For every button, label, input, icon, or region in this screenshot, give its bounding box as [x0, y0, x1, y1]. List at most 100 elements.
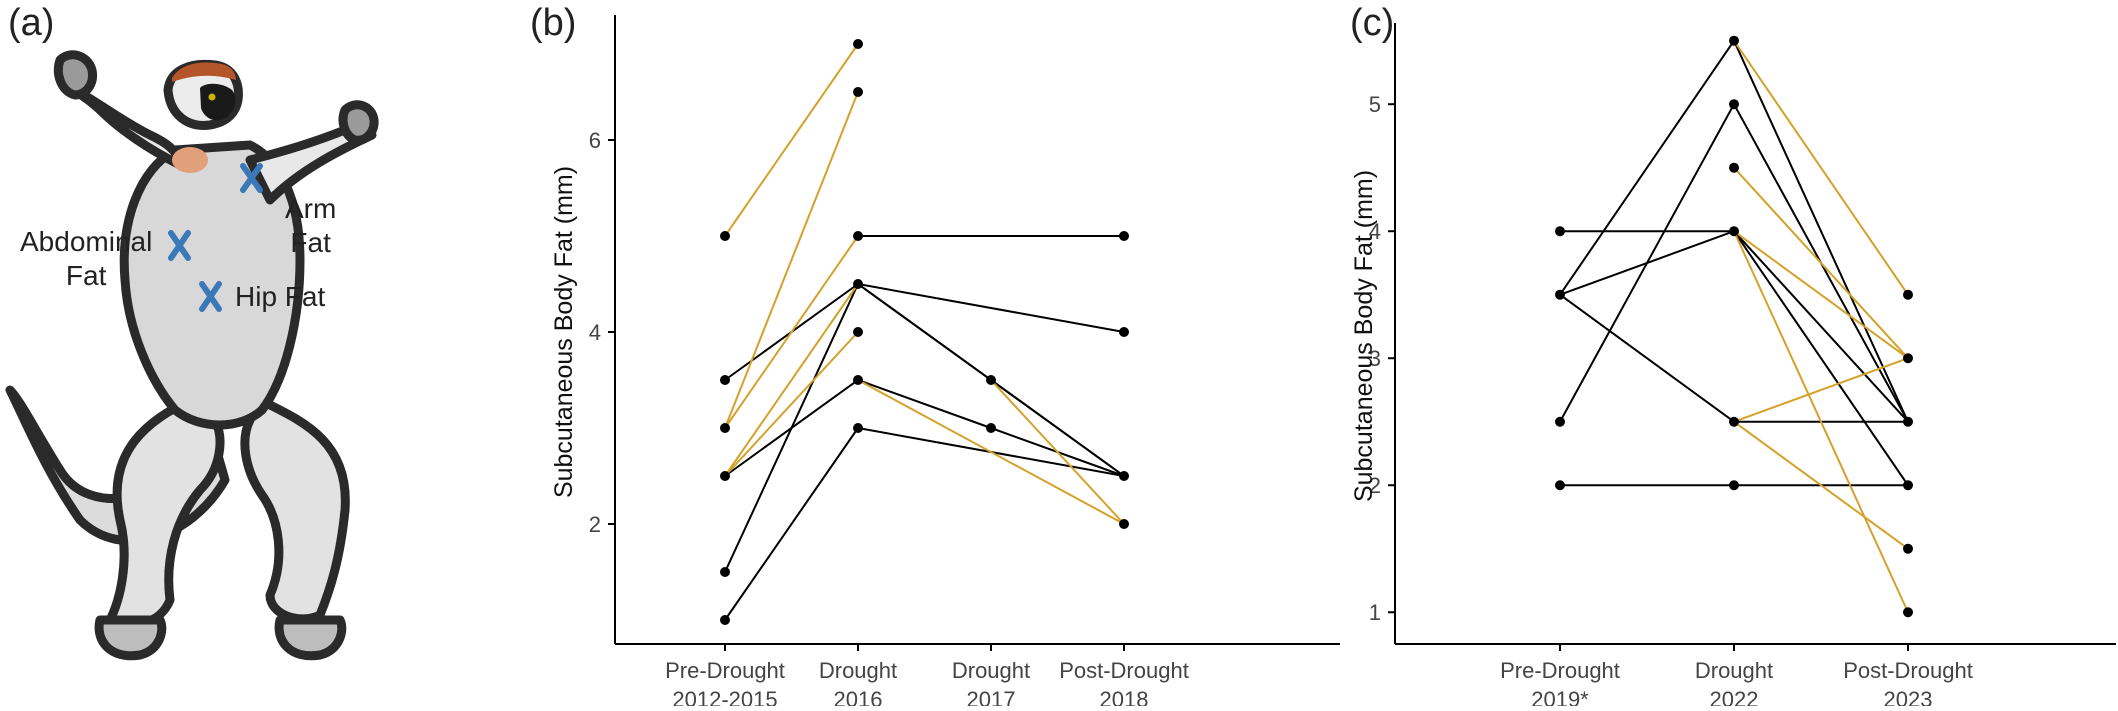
chest-spot: [172, 147, 208, 173]
abdominal-fat-label: Abdominal Fat: [20, 226, 153, 291]
y-tick-label: 1: [1369, 600, 1381, 625]
lemur-eye: [208, 93, 216, 101]
series-line-segment: [724, 91, 859, 429]
data-point: [720, 567, 730, 577]
y-tick-label: 2: [589, 512, 601, 537]
series-line-segment: [857, 283, 1125, 333]
data-point: [986, 423, 996, 433]
y-tick-label: 4: [1369, 219, 1381, 244]
panel-c-letter: (c): [1350, 2, 1395, 44]
lemur-crown: [172, 62, 236, 82]
data-point: [720, 375, 730, 385]
series-line-segment: [724, 283, 859, 477]
series-line-segment: [724, 235, 859, 429]
series-line-segment: [724, 427, 859, 621]
series-line-segment: [1733, 230, 1909, 613]
y-tick-label: 4: [589, 320, 601, 345]
series-line-segment: [1733, 230, 1909, 360]
arm-fat-marker: [240, 163, 263, 193]
lemur-face: [200, 83, 236, 121]
lemur-left-arm: [70, 85, 185, 170]
x-tick-label: Drought 2017: [952, 658, 1030, 706]
chart-b-svg: 2 4 6 Pre-Drought 2012-2015 Drought 2016 Drough…: [550, 15, 1340, 711]
data-point: [1555, 226, 1565, 237]
lemur-right-foot: [274, 615, 347, 661]
data-point: [720, 615, 730, 625]
chart-c-svg: 1 2 3 4 5 Pre-Drought 2019* Drought 2022 Post-Dro…: [1350, 23, 2116, 711]
data-point: [720, 423, 730, 433]
lemur-illustration: [5, 50, 379, 661]
lemur-body: [119, 140, 305, 430]
y-tick-label: 3: [1369, 346, 1381, 371]
series-line-segment: [1559, 293, 1735, 423]
series-line-segment: [990, 379, 1125, 477]
y-tick-label: 5: [1369, 92, 1381, 117]
series-line-segment: [1559, 40, 1735, 296]
series-line-segment: [724, 379, 859, 477]
panel-b-letter: (b): [530, 2, 577, 44]
data-point: [1903, 289, 1913, 300]
series-line-segment: [724, 331, 859, 477]
x-tick-label: Drought 2016: [819, 658, 897, 706]
series-line-segment: [1733, 40, 1909, 423]
arm-fat-label: Arm Fat: [285, 193, 337, 258]
series-line-segment: [857, 379, 1125, 525]
x-tick-label: Pre-Drought 2012-2015: [665, 658, 785, 706]
data-point: [1119, 471, 1129, 481]
series-line-segment: [1733, 230, 1909, 423]
x-tick-label: Drought 2022: [1695, 658, 1773, 706]
series-line-segment: [1733, 167, 1909, 359]
series-line-segment: [990, 379, 1125, 525]
data-point: [1555, 480, 1565, 491]
data-point: [853, 423, 863, 433]
data-point: [1729, 162, 1739, 173]
data-point: [1729, 226, 1739, 237]
data-point: [1903, 480, 1913, 491]
data-point: [853, 39, 863, 49]
y-axis-label: Subcutaneous Body Fat (mm): [1350, 170, 1378, 502]
lemur-illustration-panel: (a): [0, 0, 530, 706]
data-point: [1555, 416, 1565, 427]
series-line-segment: [1733, 420, 1909, 550]
data-point: [853, 279, 863, 289]
hip-fat-label: Hip Fat: [235, 281, 326, 312]
lemur-right-hand: [338, 100, 379, 145]
lemur-right-leg: [240, 395, 350, 624]
data-point: [1903, 607, 1913, 618]
data-point: [1119, 327, 1129, 337]
lemur-left-hand: [53, 50, 98, 100]
x-tick-label: Post-Drought 2023: [1843, 658, 1973, 706]
x-tick-label: Post-Drought 2018: [1059, 658, 1189, 706]
data-point: [1555, 289, 1565, 300]
series-line-segment: [1733, 40, 1909, 296]
series-line-segment: [1733, 230, 1909, 486]
series-line-segment: [1733, 357, 1909, 423]
data-point: [1903, 353, 1913, 364]
series-line-segment: [724, 43, 859, 237]
data-point: [853, 327, 863, 337]
series-line-segment: [857, 379, 992, 429]
chart-panel-c: (c) 1 2 3 4 5 Pre-Drought 2019* Drought 2022 Post…: [1350, 0, 2118, 711]
y-tick-label: 2: [1369, 473, 1381, 498]
data-point: [986, 375, 996, 385]
data-point: [1729, 35, 1739, 46]
data-point: [1729, 99, 1739, 110]
data-point: [1729, 480, 1739, 491]
x-tick-label: Pre-Drought 2019*: [1500, 658, 1620, 706]
panel-a-letter: (a): [8, 2, 55, 44]
data-point: [1903, 416, 1913, 427]
data-point: [1903, 543, 1913, 554]
y-tick-label: 6: [589, 128, 601, 153]
data-point: [853, 375, 863, 385]
hip-fat-marker: [199, 281, 222, 312]
chart-panel-b: (b) 2 4 6 Pre-Drought 2012-2015 Drought 2016 Dr…: [530, 0, 1350, 711]
data-point: [1729, 416, 1739, 427]
y-axis-label: Subcutaneous Body Fat (mm): [550, 166, 578, 498]
data-point: [853, 231, 863, 241]
lemur-left-foot: [94, 615, 167, 661]
data-point: [1119, 519, 1129, 529]
data-point: [1119, 231, 1129, 241]
data-point: [720, 231, 730, 241]
data-point: [720, 471, 730, 481]
series-line-segment: [1559, 103, 1735, 423]
